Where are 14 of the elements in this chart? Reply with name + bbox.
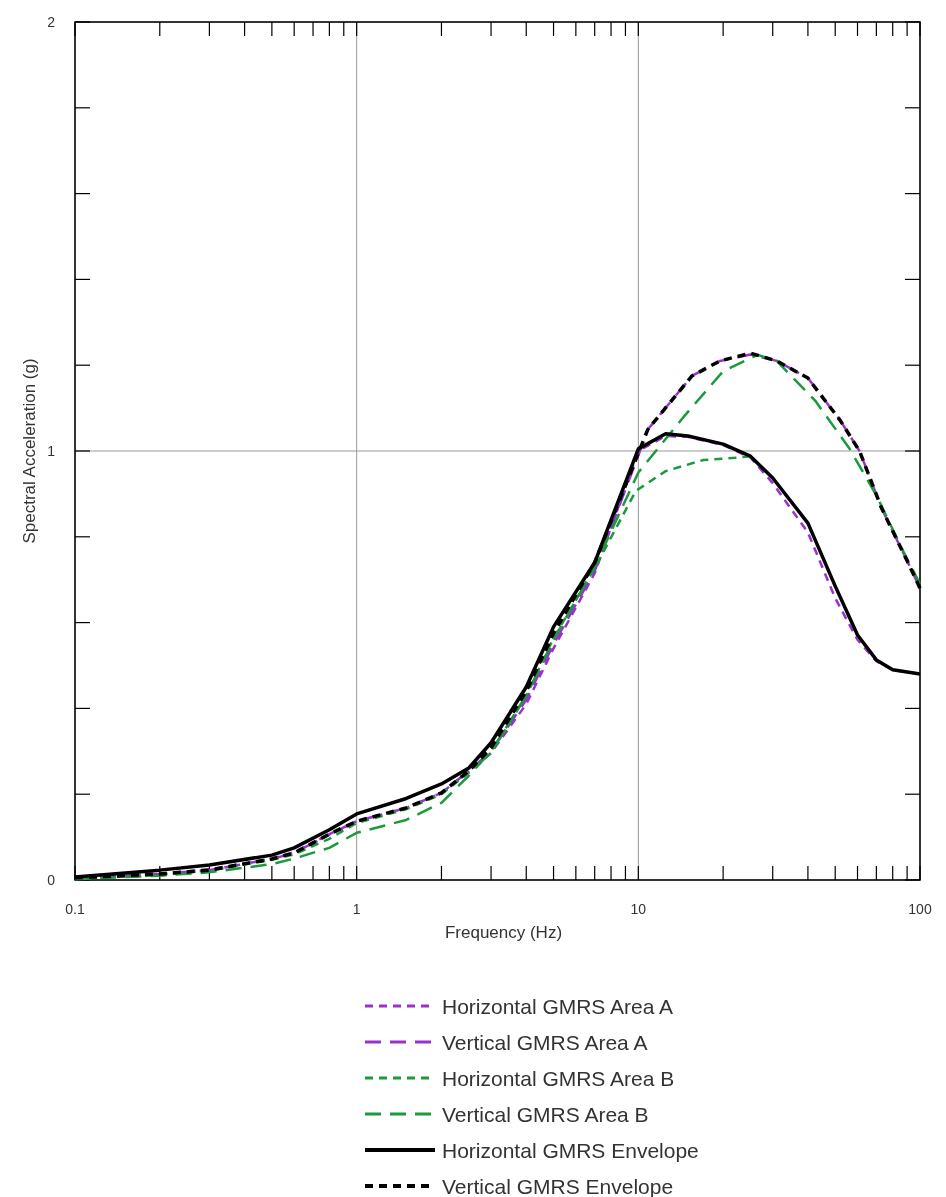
legend-label: Horizontal GMRS Area A bbox=[442, 995, 674, 1018]
x-tick-label: 10 bbox=[630, 901, 647, 917]
legend-label: Vertical GMRS Area B bbox=[442, 1103, 649, 1126]
legend-label: Vertical GMRS Area A bbox=[442, 1031, 648, 1054]
x-axis-title: Frequency (Hz) bbox=[444, 923, 563, 942]
y-axis-title: Spectral Acceleration (g) bbox=[20, 358, 39, 544]
x-tick-label: 0.1 bbox=[65, 901, 85, 917]
y-tick-label: 1 bbox=[47, 443, 56, 459]
y-tick-label: 0 bbox=[47, 872, 56, 888]
x-tick-label: 100 bbox=[908, 901, 932, 917]
legend-label: Horizontal GMRS Area B bbox=[442, 1067, 675, 1090]
x-tick-label: 1 bbox=[352, 901, 361, 917]
y-tick-label: 2 bbox=[47, 14, 56, 30]
legend-label: Horizontal GMRS Envelope bbox=[442, 1139, 699, 1162]
